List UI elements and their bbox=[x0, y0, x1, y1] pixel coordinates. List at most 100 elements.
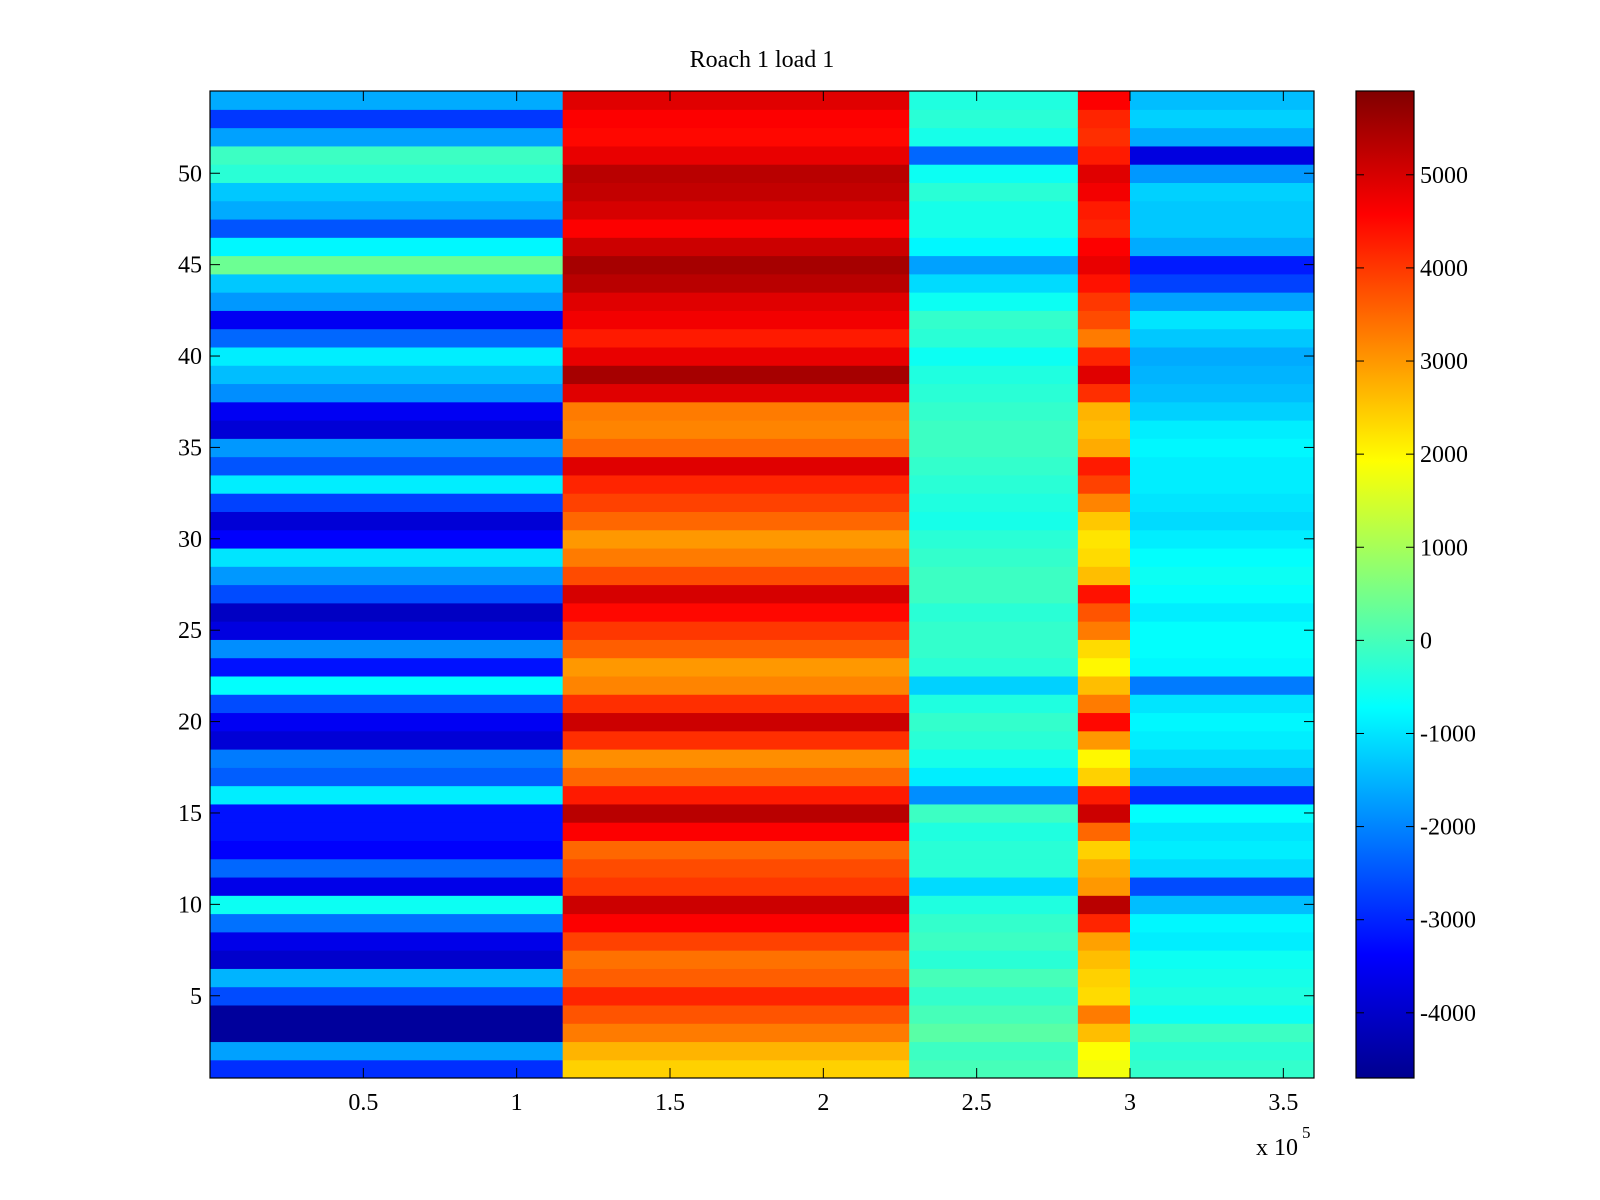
heatmap-cell bbox=[1130, 383, 1314, 403]
heatmap-cell bbox=[909, 493, 1079, 512]
heatmap-cell bbox=[1077, 876, 1131, 896]
heatmap-cell bbox=[909, 694, 1079, 714]
heatmap-cell bbox=[1130, 182, 1314, 202]
heatmap-cell bbox=[210, 218, 564, 238]
heatmap-cell bbox=[210, 876, 564, 896]
heatmap-cell bbox=[1130, 950, 1314, 969]
y-axis: 5 10 15 20 25 30 35 40 45 50 bbox=[178, 161, 1314, 1010]
heatmap-cell bbox=[562, 876, 910, 896]
heatmap-cell bbox=[210, 383, 564, 403]
heatmap-cell bbox=[562, 164, 910, 183]
heatmap-cell bbox=[210, 931, 564, 951]
heatmap-cell bbox=[1077, 1059, 1131, 1078]
heatmap-cell bbox=[909, 858, 1079, 878]
heatmap-cell bbox=[1077, 639, 1131, 659]
heatmap-cell bbox=[210, 895, 564, 915]
heatmap-cell bbox=[210, 200, 564, 220]
heatmap-cell bbox=[1130, 456, 1314, 476]
heatmap-cell bbox=[562, 346, 910, 366]
x-tick-label: 2.5 bbox=[962, 1090, 992, 1116]
heatmap-cell bbox=[1077, 1023, 1131, 1043]
heatmap-cell bbox=[1130, 566, 1314, 586]
heatmap-cell bbox=[1130, 493, 1314, 512]
heatmap-cell bbox=[1077, 858, 1131, 878]
heatmap-cell bbox=[1077, 401, 1131, 421]
heatmap-cell bbox=[210, 986, 564, 1006]
heatmap-cell bbox=[210, 712, 564, 732]
heatmap-cell bbox=[909, 1023, 1079, 1043]
heatmap-cell bbox=[909, 310, 1079, 330]
heatmap-cell bbox=[1130, 200, 1314, 220]
heatmap-cell bbox=[210, 840, 564, 860]
heatmap-cell bbox=[210, 602, 564, 622]
heatmap-cell bbox=[562, 547, 910, 567]
y-tick-label: 15 bbox=[178, 801, 202, 827]
heatmap-cell bbox=[1130, 1004, 1314, 1024]
colorbar-tick-label: -3000 bbox=[1420, 908, 1476, 934]
heatmap-cell bbox=[1077, 292, 1131, 311]
heatmap-cell bbox=[1077, 438, 1131, 458]
colorbar-tick-label: 4000 bbox=[1420, 256, 1468, 282]
heatmap-cell bbox=[1077, 730, 1131, 750]
heatmap-cell bbox=[562, 474, 910, 494]
heatmap-cell bbox=[210, 127, 564, 147]
heatmap-cell bbox=[562, 712, 910, 732]
heatmap-cell bbox=[562, 292, 910, 311]
colorbar-tick-label: -4000 bbox=[1420, 1001, 1476, 1027]
heatmap-cell bbox=[1077, 127, 1131, 147]
heatmap-cell bbox=[1130, 913, 1314, 933]
heatmap-cell bbox=[1077, 566, 1131, 586]
heatmap-cell bbox=[1077, 182, 1131, 202]
heatmap-cell bbox=[562, 109, 910, 129]
heatmap-cell bbox=[562, 730, 910, 750]
heatmap-cell bbox=[1077, 273, 1131, 293]
heatmap-cell bbox=[1130, 438, 1314, 458]
heatmap-cell bbox=[562, 182, 910, 202]
heatmap-cell bbox=[909, 255, 1079, 275]
colorbar bbox=[1355, 90, 1415, 1079]
heatmap-cell bbox=[210, 493, 564, 512]
heatmap-cell bbox=[1077, 950, 1131, 969]
y-tick-label: 50 bbox=[178, 161, 202, 187]
heatmap-cell bbox=[1077, 529, 1131, 549]
heatmap-cell bbox=[909, 621, 1079, 640]
heatmap-cell bbox=[1130, 749, 1314, 768]
heatmap-cell bbox=[909, 840, 1079, 860]
heatmap-cell bbox=[562, 145, 910, 165]
y-tick-label: 10 bbox=[178, 892, 202, 918]
heatmap-cell bbox=[909, 931, 1079, 951]
heatmap-cell bbox=[909, 401, 1079, 421]
heatmap-cell bbox=[210, 547, 564, 567]
heatmap-cell bbox=[909, 273, 1079, 293]
colorbar-axis: -4000 -3000 -2000 -1000 0 1000 2000 3000 4000 500… bbox=[1356, 163, 1476, 1027]
colorbar-tick-label: 5000 bbox=[1420, 163, 1468, 189]
heatmap-cell bbox=[1130, 237, 1314, 257]
heatmap-cell bbox=[562, 822, 910, 841]
heatmap-cell bbox=[1077, 145, 1131, 165]
x-tick-label: 2 bbox=[817, 1090, 829, 1116]
heatmap-cell bbox=[1130, 803, 1314, 823]
heatmap-cell bbox=[1130, 292, 1314, 311]
heatmap-cell bbox=[1130, 529, 1314, 549]
heatmap-cell bbox=[909, 950, 1079, 969]
heatmap-cell bbox=[562, 401, 910, 421]
heatmap-cell bbox=[1130, 420, 1314, 439]
heatmap-cell bbox=[562, 858, 910, 878]
heatmap-cell bbox=[909, 657, 1079, 677]
heatmap-cell bbox=[909, 968, 1079, 988]
heatmap-cell bbox=[210, 621, 564, 640]
heatmap-cell bbox=[909, 730, 1079, 750]
heatmap-cell bbox=[1130, 876, 1314, 896]
heatmap-cell bbox=[1130, 145, 1314, 165]
heatmap-cell bbox=[1077, 200, 1131, 220]
heatmap-cell bbox=[562, 493, 910, 512]
colorbar-tick-label: 1000 bbox=[1420, 535, 1468, 561]
heatmap-cell bbox=[210, 950, 564, 969]
heatmap-cell bbox=[1077, 712, 1131, 732]
y-tick-label: 45 bbox=[178, 253, 202, 279]
heatmap-cell bbox=[562, 511, 910, 531]
heatmap-cell bbox=[909, 785, 1079, 805]
heatmap-cell bbox=[1130, 657, 1314, 677]
heatmap-cell bbox=[909, 602, 1079, 622]
